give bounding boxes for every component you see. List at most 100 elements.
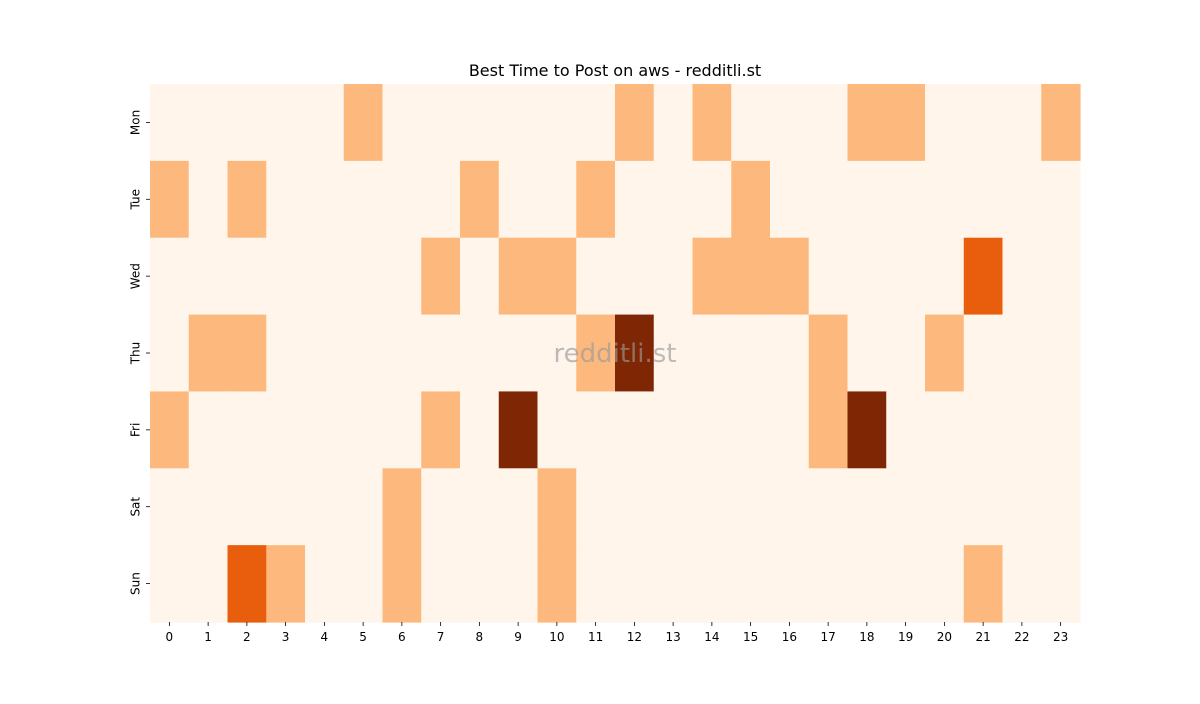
heatmap-cell-sun-20 — [925, 545, 965, 623]
heatmap-cell-mon-0 — [150, 84, 190, 162]
heatmap-cell-mon-15 — [731, 84, 771, 162]
heatmap-cell-wed-21 — [963, 237, 1004, 316]
heatmap-cell-fri-15 — [731, 391, 771, 469]
heatmap-cell-thu-3 — [266, 314, 306, 393]
x-tick-label-19: 19 — [898, 630, 913, 644]
heatmap-cell-wed-19 — [886, 237, 926, 316]
heatmap-cell-fri-11 — [576, 391, 616, 469]
heatmap-cell-mon-4 — [305, 84, 345, 162]
heatmap-cell-sun-13 — [653, 545, 694, 623]
heatmap-cell-wed-16 — [770, 237, 810, 316]
heatmap-cell-mon-16 — [770, 84, 810, 162]
heatmap-cell-wed-18 — [847, 237, 887, 316]
x-tick-label-1: 1 — [204, 630, 212, 644]
heatmap-cell-fri-1 — [188, 391, 229, 469]
x-tick-label-9: 9 — [514, 630, 522, 644]
heatmap-cell-wed-15 — [731, 237, 771, 316]
heatmap-cell-sun-21 — [963, 545, 1004, 623]
y-tick-label-wed: Wed — [129, 263, 143, 289]
heatmap-cell-sun-6 — [382, 545, 422, 623]
heatmap-cell-sat-17 — [808, 468, 849, 546]
heatmap-cell-sun-10 — [537, 545, 577, 623]
heatmap-cell-tue-16 — [770, 160, 810, 239]
heatmap-cell-mon-10 — [537, 84, 577, 162]
heatmap-cell-thu-1 — [188, 314, 229, 393]
heatmap-cell-thu-20 — [925, 314, 965, 393]
y-tick-label-mon: Mon — [129, 110, 143, 135]
heatmap-cell-wed-8 — [460, 237, 500, 316]
heatmap-cell-sun-4 — [305, 545, 345, 623]
heatmap-cell-sat-3 — [266, 468, 306, 546]
heatmap-cell-mon-8 — [460, 84, 500, 162]
heatmap-cell-mon-23 — [1041, 84, 1081, 162]
heatmap-cell-fri-17 — [808, 391, 849, 469]
heatmap-cell-fri-6 — [382, 391, 422, 469]
y-tick-label-fri: Fri — [129, 423, 143, 437]
x-axis-ticks: 0 1 2 3 4 5 6 7 8 9 10 11 12 13 14 15 16 17 18 19 20 21 22 23 — [166, 622, 1068, 644]
x-tick-label-4: 4 — [321, 630, 329, 644]
heatmap-cell-fri-22 — [1002, 391, 1042, 469]
heatmap-cell-fri-20 — [925, 391, 965, 469]
heatmap-cell-tue-18 — [847, 160, 887, 239]
heatmap-cell-fri-12 — [615, 391, 655, 469]
y-tick-label-sat: Sat — [129, 497, 143, 517]
x-tick-label-16: 16 — [782, 630, 797, 644]
heatmap-cell-fri-8 — [460, 391, 500, 469]
heatmap-cell-fri-7 — [421, 391, 461, 469]
heatmap-cell-wed-5 — [343, 237, 384, 316]
heatmap-cells — [150, 84, 1081, 623]
heatmap-cell-tue-23 — [1041, 160, 1081, 239]
x-tick-label-21: 21 — [975, 630, 990, 644]
heatmap-cell-thu-4 — [305, 314, 345, 393]
heatmap-cell-mon-11 — [576, 84, 616, 162]
heatmap-cell-thu-6 — [382, 314, 422, 393]
heatmap-cell-sun-17 — [808, 545, 849, 623]
x-tick-label-14: 14 — [704, 630, 719, 644]
heatmap-cell-tue-14 — [692, 160, 732, 239]
heatmap-cell-tue-8 — [460, 160, 500, 239]
x-tick-label-2: 2 — [243, 630, 251, 644]
x-tick-label-0: 0 — [166, 630, 174, 644]
heatmap-cell-thu-11 — [576, 314, 616, 393]
heatmap-cell-tue-1 — [188, 160, 229, 239]
heatmap-cell-thu-16 — [770, 314, 810, 393]
heatmap-cell-fri-3 — [266, 391, 306, 469]
heatmap-cell-sat-13 — [653, 468, 694, 546]
x-tick-label-22: 22 — [1014, 630, 1029, 644]
heatmap-cell-mon-12 — [615, 84, 655, 162]
x-tick-label-15: 15 — [743, 630, 758, 644]
heatmap-cell-wed-9 — [498, 237, 539, 316]
heatmap-cell-tue-22 — [1002, 160, 1042, 239]
heatmap-cell-sat-6 — [382, 468, 422, 546]
x-tick-label-6: 6 — [398, 630, 406, 644]
x-tick-label-7: 7 — [437, 630, 445, 644]
x-tick-label-20: 20 — [937, 630, 952, 644]
x-tick-label-8: 8 — [476, 630, 484, 644]
heatmap-cell-thu-17 — [808, 314, 849, 393]
heatmap-cell-fri-2 — [227, 391, 267, 469]
heatmap-cell-sun-8 — [460, 545, 500, 623]
heatmap-cell-sat-20 — [925, 468, 965, 546]
heatmap-cell-tue-9 — [498, 160, 539, 239]
heatmap-cell-sat-8 — [460, 468, 500, 546]
chart-title: Best Time to Post on aws - redditli.st — [469, 61, 761, 80]
heatmap-cell-tue-13 — [653, 160, 694, 239]
heatmap-cell-thu-9 — [498, 314, 539, 393]
x-tick-label-13: 13 — [665, 630, 680, 644]
heatmap-cell-fri-16 — [770, 391, 810, 469]
x-tick-label-12: 12 — [627, 630, 642, 644]
heatmap-cell-tue-0 — [150, 160, 190, 239]
heatmap-cell-sat-19 — [886, 468, 926, 546]
heatmap-cell-wed-14 — [692, 237, 732, 316]
heatmap-cell-wed-23 — [1041, 237, 1081, 316]
heatmap-cell-sun-15 — [731, 545, 771, 623]
heatmap-cell-thu-21 — [963, 314, 1004, 393]
heatmap-cell-tue-15 — [731, 160, 771, 239]
heatmap-cell-sun-18 — [847, 545, 887, 623]
heatmap-cell-sat-15 — [731, 468, 771, 546]
heatmap-cell-sun-16 — [770, 545, 810, 623]
heatmap-cell-wed-1 — [188, 237, 229, 316]
y-axis-ticks: Mon Tue Wed Thu Fri Sat Sun — [129, 110, 150, 595]
heatmap-cell-fri-5 — [343, 391, 384, 469]
